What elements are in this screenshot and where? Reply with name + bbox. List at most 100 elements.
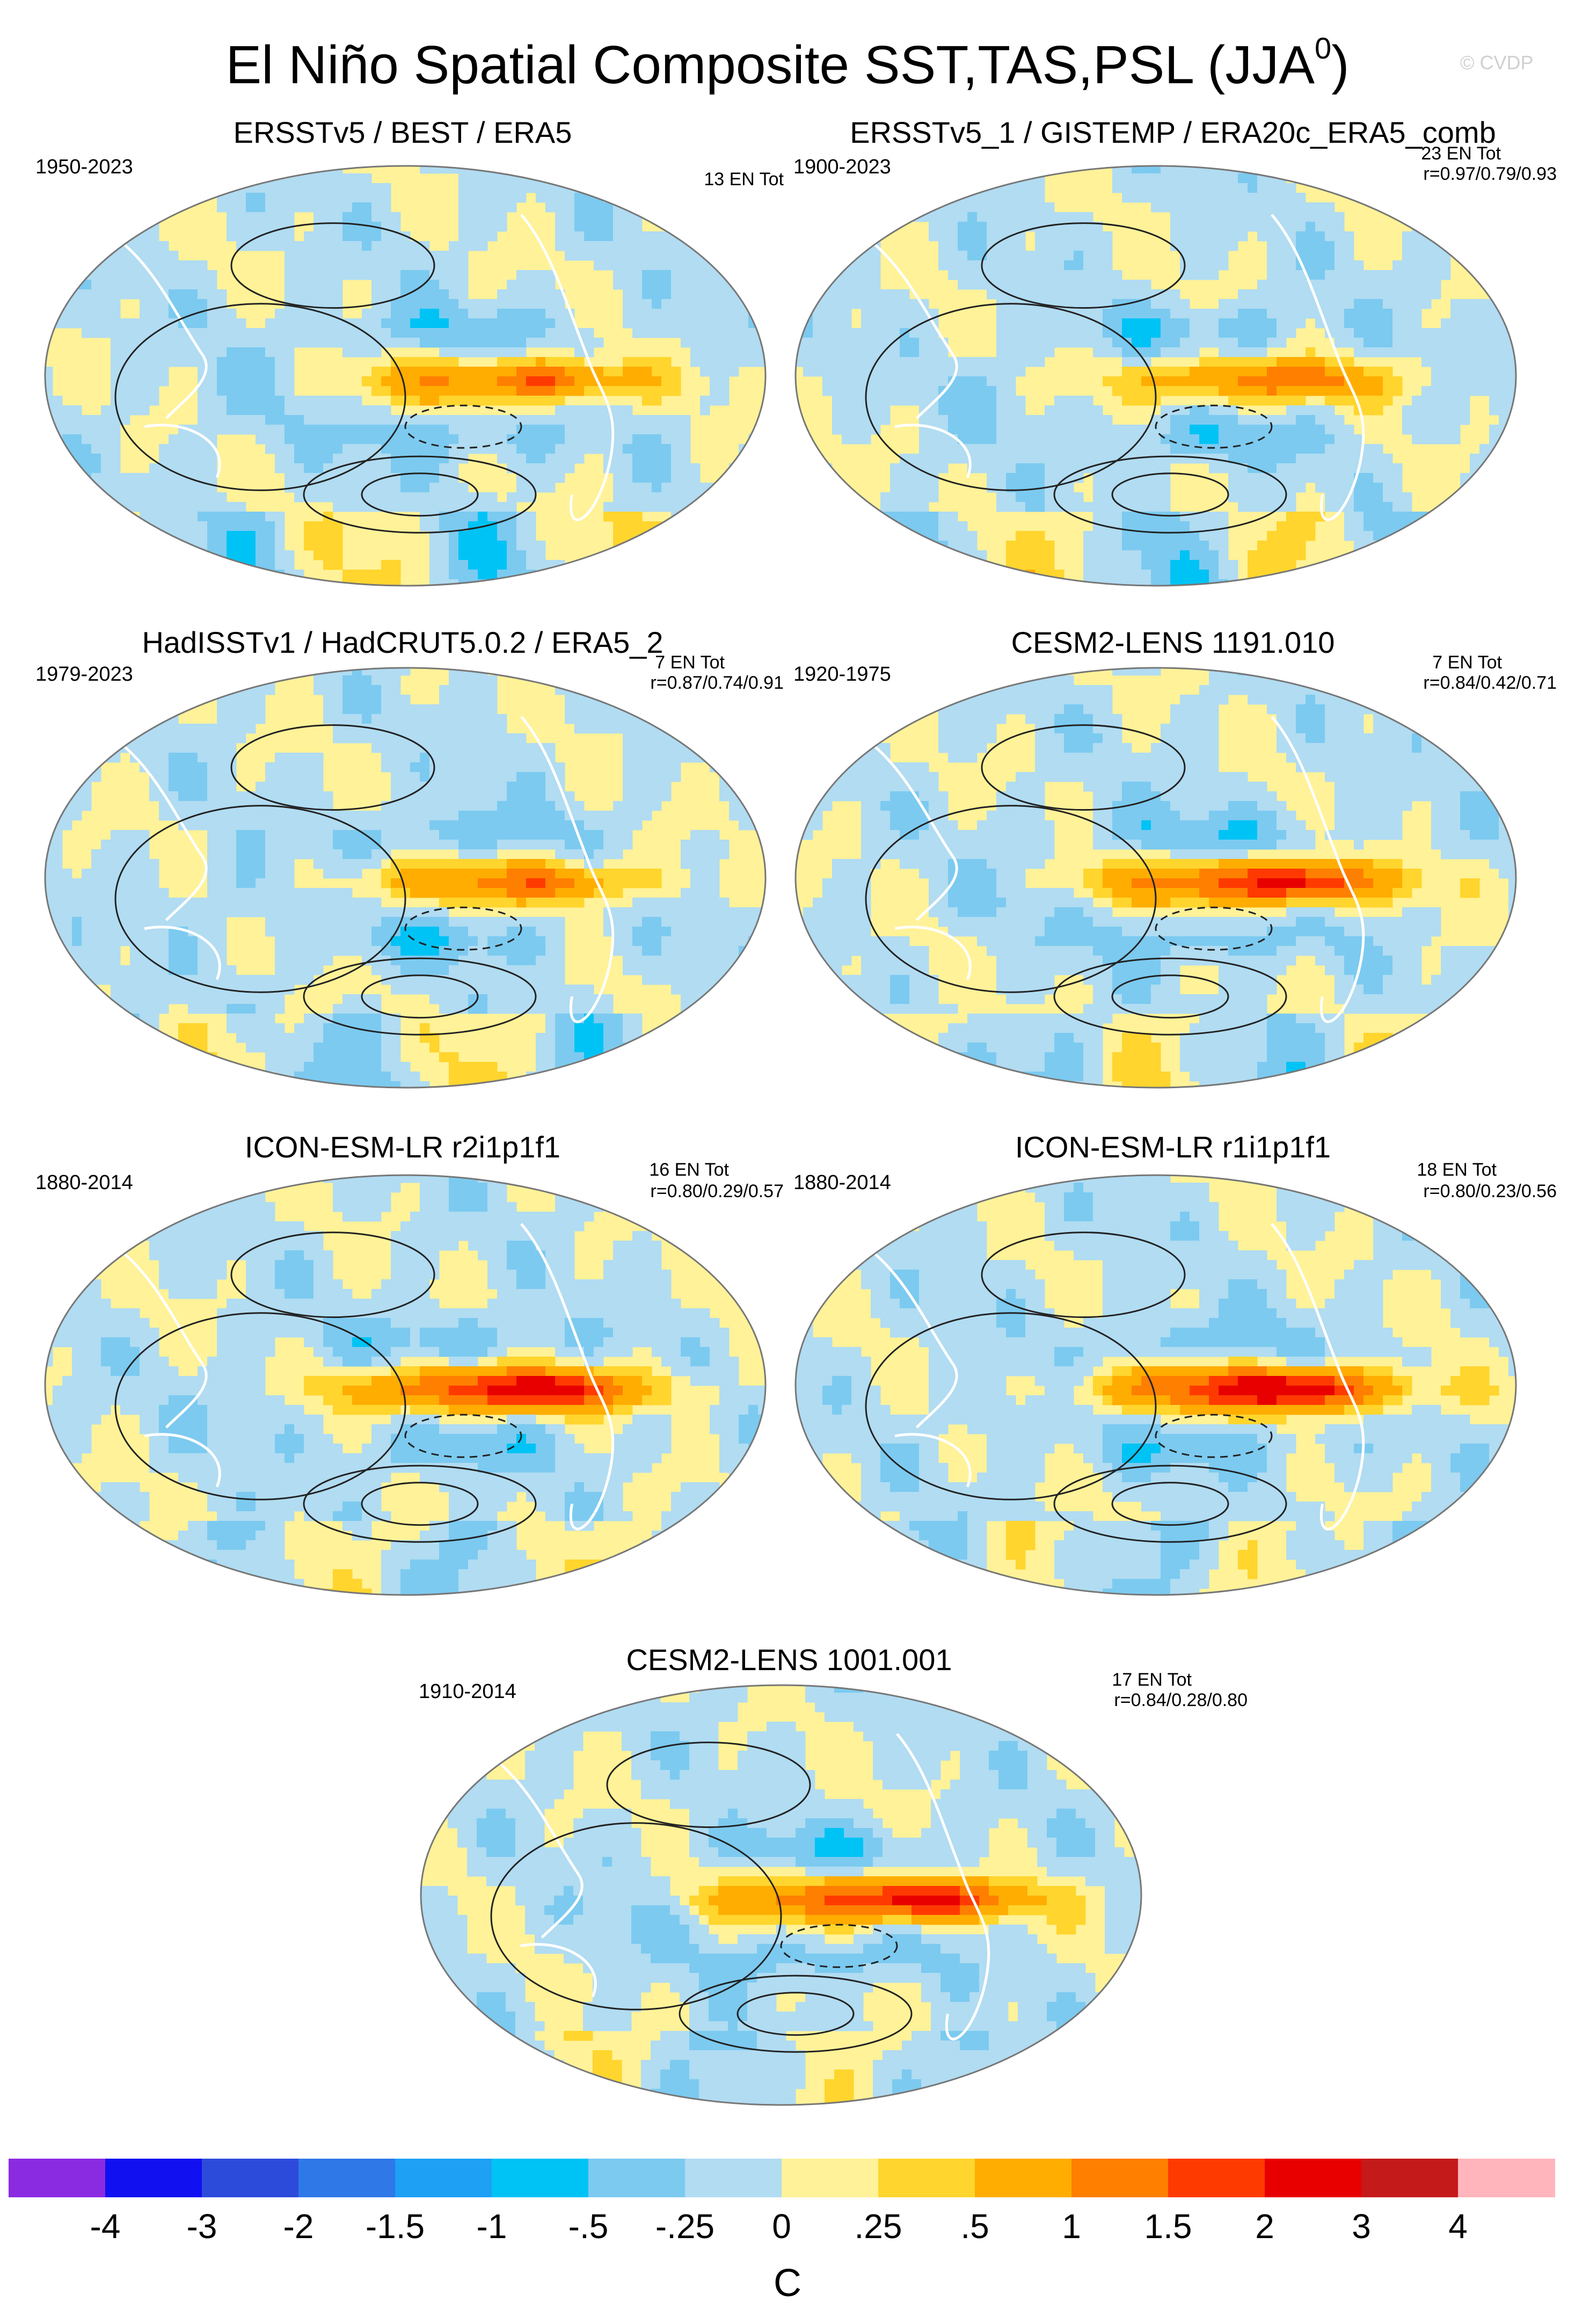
- map-cell: [729, 328, 739, 338]
- map-cell: [82, 231, 92, 242]
- map-cell: [967, 531, 978, 541]
- map-cell: [958, 367, 968, 377]
- map-cell: [1354, 318, 1364, 329]
- map-cell: [1392, 502, 1403, 512]
- map-cell: [62, 550, 72, 560]
- map-cell: [1470, 521, 1480, 531]
- map-cell: [900, 347, 910, 358]
- map-cell: [729, 579, 739, 586]
- map-cell: [710, 193, 720, 203]
- map-cell: [1479, 183, 1490, 193]
- map-cell: [1074, 415, 1084, 425]
- map-cell: [1402, 405, 1412, 416]
- map-cell: [623, 222, 633, 232]
- map-cell: [1199, 260, 1209, 271]
- map-cell: [1064, 231, 1074, 242]
- map-cell: [1363, 289, 1374, 300]
- map-cell: [391, 483, 401, 493]
- psl-contour: [1111, 472, 1229, 517]
- map-cell: [1093, 251, 1103, 261]
- map-cell: [439, 299, 449, 309]
- map-cell: [1489, 386, 1499, 396]
- map-cell: [371, 668, 382, 676]
- map-cell: [1344, 166, 1354, 174]
- map-cell: [1296, 241, 1306, 251]
- map-cell: [217, 502, 227, 512]
- map-cell: [1209, 531, 1219, 541]
- map-cell: [594, 367, 604, 377]
- map-cell: [536, 434, 546, 445]
- map-cell: [890, 483, 900, 493]
- map-cell: [169, 289, 179, 300]
- title-superscript: 0: [1315, 31, 1332, 65]
- map-cell: [796, 183, 804, 193]
- map-cell: [739, 454, 749, 464]
- map-cell: [1170, 173, 1180, 184]
- map-cell: [246, 367, 256, 377]
- map-cell: [217, 521, 227, 531]
- map-cell: [140, 502, 150, 512]
- map-cell: [313, 270, 324, 280]
- map-cell: [1093, 502, 1103, 512]
- map-cell: [1219, 550, 1229, 560]
- map-cell: [120, 202, 130, 213]
- map-cell: [1112, 463, 1122, 473]
- map-cell: [1122, 183, 1132, 193]
- map-cell: [1228, 193, 1238, 203]
- map-cell: [91, 531, 101, 541]
- map-cell: [381, 183, 391, 193]
- map-cell: [967, 251, 978, 261]
- map-cell: [1286, 386, 1296, 396]
- map-cell: [1103, 376, 1113, 387]
- map-cell: [1248, 483, 1258, 493]
- map-cell: [584, 415, 594, 425]
- map-cell: [909, 512, 920, 522]
- map-cell: [294, 434, 304, 445]
- map-cell: [584, 685, 594, 695]
- map-cell: [101, 668, 111, 676]
- map-cell: [929, 415, 939, 425]
- map-cell: [613, 222, 623, 232]
- map-cell: [449, 299, 459, 309]
- map-cell: [1141, 434, 1151, 445]
- map-cell: [410, 483, 420, 493]
- map-cell: [1025, 502, 1036, 512]
- map-cell: [832, 531, 842, 541]
- map-cell: [169, 347, 179, 358]
- map-cell: [1479, 338, 1490, 348]
- map-cell: [1112, 299, 1122, 309]
- map-cell: [700, 541, 710, 551]
- map-cell: [120, 405, 130, 416]
- map-cell: [439, 309, 449, 319]
- map-hadisst: [44, 667, 767, 1089]
- map-cell: [1103, 231, 1113, 242]
- map-cell: [285, 289, 295, 300]
- map-cell: [1470, 550, 1480, 560]
- map-cell: [140, 241, 150, 251]
- map-cell: [710, 560, 720, 570]
- map-cell: [82, 415, 92, 425]
- map-cell: [1141, 454, 1151, 464]
- map-cell: [1190, 367, 1200, 377]
- map-cell: [1045, 328, 1055, 338]
- map-cell: [909, 193, 920, 203]
- map-cell: [1209, 241, 1219, 251]
- map-cell: [813, 463, 823, 473]
- map-cell: [333, 338, 343, 348]
- map-cell: [1228, 405, 1238, 416]
- map-cell: [111, 444, 121, 454]
- map-cell: [880, 212, 891, 222]
- map-cell: [1450, 512, 1461, 522]
- map-cell: [91, 318, 101, 329]
- map-cell: [700, 231, 710, 242]
- map-cell: [1460, 193, 1470, 203]
- map-cell: [681, 193, 691, 203]
- map-cell: [938, 434, 949, 445]
- map-cell: [333, 289, 343, 300]
- map-cell: [700, 492, 710, 502]
- map-cell: [719, 512, 730, 522]
- map-cell: [1035, 183, 1045, 193]
- map-cell: [516, 541, 527, 551]
- map-cell: [545, 270, 556, 280]
- map-cell: [958, 183, 968, 193]
